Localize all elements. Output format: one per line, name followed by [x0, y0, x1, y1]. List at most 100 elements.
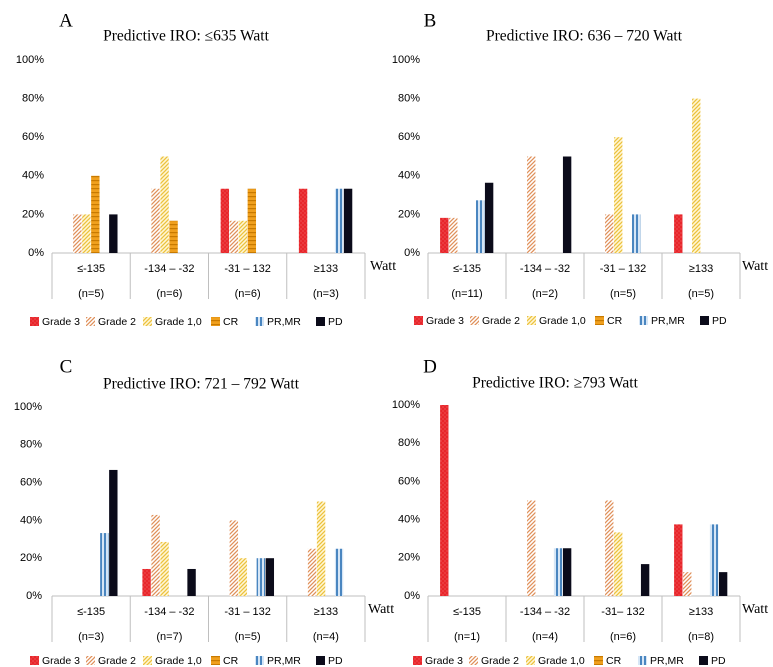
bar-pd [187, 568, 196, 596]
y-tick-label: 100% [392, 54, 420, 66]
bar-pd [109, 214, 118, 253]
y-tick-label: 0% [404, 590, 420, 602]
bar-grade-3 [674, 524, 683, 596]
bar-grade-3 [440, 217, 449, 253]
legend-swatch-cr [211, 317, 220, 326]
bar-grade-3 [440, 405, 449, 596]
legend-label-grade-1-0: Grade 1,0 [539, 315, 586, 327]
y-tick-label: 60% [20, 477, 42, 489]
n-label: (n=2) [532, 288, 558, 300]
bar-pd [640, 564, 650, 596]
panel-letter: D [423, 356, 437, 377]
y-tick-label: 40% [398, 514, 420, 526]
legend-label-cr: CR [223, 655, 239, 667]
legend-label-grade-3: Grade 3 [42, 316, 80, 328]
legend-swatch-grade-2 [470, 316, 479, 325]
legend-label-cr: CR [223, 316, 239, 328]
panel-letter: B [424, 10, 437, 31]
x-tick-label: -31– 132 [601, 606, 644, 618]
x-tick-label: -134 – -32 [520, 263, 570, 275]
bar-grade-1-0 [238, 558, 248, 596]
legend-swatch-grade-2 [469, 656, 478, 665]
bar-pd [484, 182, 494, 253]
n-label: (n=3) [78, 631, 104, 643]
y-tick-label: 20% [398, 208, 420, 220]
legend-label-pd: PD [328, 316, 343, 328]
y-tick-label: 40% [20, 514, 42, 526]
x-tick-label: ≤-135 [77, 606, 105, 618]
bar-grade-3 [220, 188, 230, 253]
bar-grade-1-0 [692, 98, 701, 253]
bar-pr-mr [100, 533, 109, 596]
y-tick-label: 100% [392, 399, 420, 411]
x-unit-label: Watt [742, 602, 768, 617]
bar-grade-1-0 [614, 532, 623, 596]
legend-swatch-grade-3 [30, 317, 39, 326]
legend-swatch-pr-mr [639, 316, 648, 325]
n-label: (n=6) [156, 288, 182, 300]
legend-label-pd: PD [712, 315, 727, 327]
legend-swatch-pd [316, 317, 325, 326]
bar-grade-2 [151, 514, 160, 596]
panel-a: A Predictive IRO: ≤635 Watt 0% 20% 40% 60% 80%… [16, 10, 396, 327]
legend-label-grade-3: Grade 3 [425, 655, 463, 667]
bar-grade-2 [605, 214, 614, 253]
legend-swatch-pd [700, 316, 709, 325]
bar-pd [109, 469, 118, 596]
n-label: (n=11) [451, 288, 482, 300]
x-tick-label: -31 – 132 [600, 263, 646, 275]
legend: Grade 3 Grade 2 Grade 1,0 CR PR,MR PD [30, 655, 343, 667]
bar-pd [562, 548, 572, 596]
legend-swatch-grade-2 [86, 317, 95, 326]
y-tick-label: 80% [20, 439, 42, 451]
n-label: (n=3) [313, 288, 339, 300]
legend: Grade 3 Grade 2 Grade 1,0 CR PR,MR PD [414, 315, 727, 327]
bar-grade-2 [527, 500, 536, 596]
n-label: (n=6) [610, 631, 636, 643]
chart-title: Predictive IRO: ≤635 Watt [103, 28, 270, 45]
legend-swatch-pr-mr [638, 656, 647, 665]
legend-label-pd: PD [711, 655, 726, 667]
bar-grade-2 [449, 217, 458, 253]
legend-swatch-grade-1-0 [527, 316, 536, 325]
legend-label-pr-mr: PR,MR [651, 315, 685, 327]
x-tick-label: ≤-135 [453, 263, 481, 275]
n-label: (n=5) [235, 631, 261, 643]
bar-grade-2 [527, 156, 536, 253]
bar-grade-2 [307, 548, 317, 596]
bar-grade-1-0 [160, 541, 169, 596]
y-tick-label: 40% [398, 170, 420, 182]
legend-label-grade-1-0: Grade 1,0 [538, 655, 585, 667]
bar-grade-1-0 [160, 156, 169, 253]
bar-pd [343, 188, 353, 253]
panel-b: B Predictive IRO: 636 – 720 Watt 0% 20% 40% 6… [392, 10, 768, 326]
n-label: (n=5) [78, 288, 104, 300]
y-tick-label: 100% [16, 54, 44, 66]
legend: Grade 3 Grade 2 Grade 1,0 CR PR,MR PD [413, 655, 726, 667]
n-label: (n=5) [688, 288, 714, 300]
legend-label-grade-1-0: Grade 1,0 [155, 655, 202, 667]
legend-swatch-grade-2 [86, 656, 95, 665]
x-tick-label: -134 – -32 [520, 606, 570, 618]
bar-grade-1-0 [238, 220, 248, 253]
legend-label-pd: PD [328, 655, 343, 667]
y-tick-label: 60% [398, 131, 420, 143]
bar-pr-mr [475, 200, 485, 253]
bar-cr [91, 175, 100, 253]
legend-label-grade-2: Grade 2 [482, 315, 520, 327]
x-tick-label: ≥133 [314, 263, 338, 275]
panel-d: D Predictive IRO: ≥793 Watt 0% 20% 40% 60% 80%… [392, 356, 768, 666]
legend-swatch-cr [595, 316, 604, 325]
n-label: (n=7) [156, 631, 182, 643]
chart-title: Predictive IRO: ≥793 Watt [472, 375, 639, 392]
legend-swatch-grade-1-0 [143, 656, 152, 665]
y-tick-label: 60% [22, 131, 44, 143]
y-tick-label: 80% [398, 93, 420, 105]
bar-grade-3 [298, 188, 308, 253]
legend-label-grade-2: Grade 2 [98, 316, 136, 328]
legend-label-grade-3: Grade 3 [426, 315, 464, 327]
n-label: (n=8) [688, 631, 714, 643]
x-unit-label: Watt [370, 259, 396, 274]
x-tick-label: ≥133 [314, 606, 338, 618]
y-tick-label: 80% [398, 437, 420, 449]
